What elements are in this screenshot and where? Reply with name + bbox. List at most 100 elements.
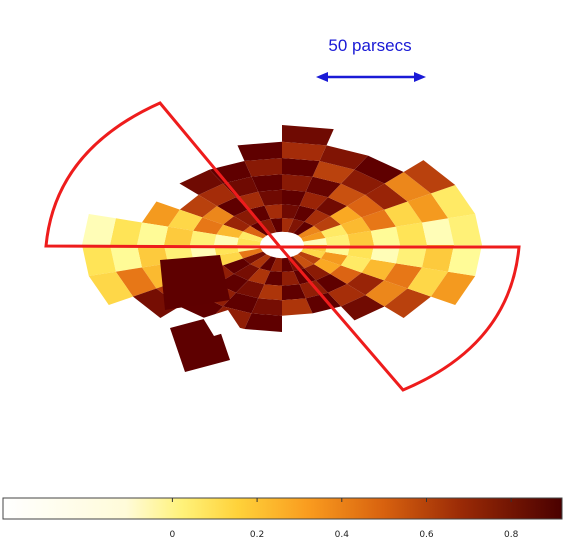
disk-cell bbox=[282, 257, 294, 272]
disk-cell bbox=[384, 172, 431, 202]
disk-cell bbox=[304, 264, 331, 281]
disk-cell bbox=[365, 280, 408, 307]
disk-cell bbox=[384, 288, 431, 318]
disk-cell bbox=[320, 224, 348, 239]
disk-cell bbox=[244, 313, 282, 332]
disk-cell bbox=[270, 257, 282, 272]
disk-cell bbox=[258, 189, 282, 206]
disk-cell bbox=[214, 234, 239, 245]
disk-cell bbox=[448, 245, 482, 277]
colorbar bbox=[2, 497, 563, 520]
disk-cell bbox=[305, 176, 341, 198]
disk-cell bbox=[448, 213, 482, 245]
disk-cell bbox=[216, 251, 244, 266]
disk-cell bbox=[193, 217, 224, 235]
disk-cell bbox=[282, 189, 306, 206]
colorbar-tick-label: 0 bbox=[169, 530, 176, 540]
disk-cell bbox=[282, 298, 313, 316]
disk-cell bbox=[282, 218, 294, 233]
disk-cell bbox=[347, 272, 385, 296]
wedge-overlay bbox=[44, 101, 521, 392]
disk-cell bbox=[251, 174, 282, 192]
disk-cell bbox=[237, 141, 282, 161]
disk-cell bbox=[209, 160, 252, 184]
disk-cell bbox=[82, 213, 116, 245]
disk-cell bbox=[293, 221, 314, 236]
wedge-left bbox=[44, 101, 284, 249]
disk-cell bbox=[293, 254, 314, 269]
disk-cell bbox=[264, 271, 282, 286]
disk-cell bbox=[340, 217, 371, 235]
disk-cell bbox=[190, 245, 217, 260]
disk-cell bbox=[320, 251, 348, 266]
disk-cell bbox=[354, 155, 404, 184]
disk-cell bbox=[301, 248, 326, 259]
disk-cell bbox=[328, 284, 366, 307]
disk-cell bbox=[238, 248, 263, 259]
disk-cell bbox=[341, 169, 385, 195]
disk-cell bbox=[430, 271, 476, 305]
disk-cell bbox=[361, 209, 396, 231]
disk-cell bbox=[299, 191, 328, 210]
disk-cell bbox=[115, 267, 157, 297]
disk-cell bbox=[259, 256, 277, 272]
disk-cell bbox=[179, 169, 223, 195]
colorbar-tick-label: 0.6 bbox=[419, 530, 434, 540]
disk-cell bbox=[430, 185, 476, 219]
disk-cell bbox=[316, 197, 348, 217]
disk-cell bbox=[190, 230, 217, 245]
disk-cell bbox=[110, 245, 142, 272]
disk-cell bbox=[250, 254, 271, 269]
disk-cell bbox=[384, 263, 423, 289]
disk-cell bbox=[297, 225, 321, 239]
disk-cell bbox=[328, 183, 366, 206]
disk-cell bbox=[223, 176, 259, 198]
disk-cell bbox=[82, 245, 116, 277]
wedge-right bbox=[276, 245, 521, 392]
colorbar-gradient bbox=[2, 497, 563, 520]
disk-cell bbox=[251, 298, 282, 316]
disk-cell bbox=[395, 245, 427, 268]
disk-cell bbox=[233, 264, 260, 281]
disk-cell bbox=[422, 245, 454, 272]
disk-cell bbox=[243, 225, 267, 239]
disk-cell bbox=[347, 245, 374, 260]
disk-cell bbox=[347, 230, 374, 245]
disk-cell bbox=[223, 216, 251, 232]
disk-cell bbox=[223, 258, 251, 274]
disk-cell bbox=[312, 160, 355, 184]
disk-cell bbox=[282, 284, 306, 301]
disk-cell bbox=[303, 238, 327, 245]
disk-cell bbox=[216, 197, 248, 217]
disk-cell bbox=[407, 193, 449, 223]
disk-outcrop bbox=[160, 255, 230, 310]
disk-cell bbox=[301, 231, 326, 242]
colorbar-tick-label: 0.2 bbox=[249, 530, 265, 540]
disk-cell bbox=[313, 216, 341, 232]
disk-cell bbox=[325, 234, 350, 245]
disk-cell bbox=[88, 271, 134, 305]
disk-cell bbox=[282, 158, 320, 177]
disk-cell bbox=[304, 209, 331, 226]
disk-cell bbox=[370, 226, 400, 245]
disk-cell bbox=[198, 183, 236, 206]
disk-cell bbox=[168, 209, 203, 231]
disk-cell bbox=[110, 218, 142, 245]
disk-cell bbox=[403, 160, 456, 194]
disk-cell bbox=[330, 205, 362, 225]
disk-cell bbox=[297, 251, 321, 265]
disk-cell bbox=[236, 280, 265, 299]
disk-cell bbox=[293, 205, 316, 222]
disk-cell bbox=[282, 125, 334, 146]
disk-cell bbox=[365, 183, 408, 210]
disk-cell bbox=[319, 145, 368, 170]
disk-cell bbox=[238, 231, 263, 242]
disk-cell bbox=[264, 204, 282, 219]
colorbar-tick-label: 0.4 bbox=[334, 530, 349, 540]
disk-cell bbox=[347, 194, 385, 218]
colorbar-tick-label: 0.8 bbox=[504, 530, 519, 540]
disk-cell bbox=[202, 205, 234, 225]
disk-cell bbox=[248, 268, 271, 285]
disk-cell bbox=[282, 141, 327, 161]
